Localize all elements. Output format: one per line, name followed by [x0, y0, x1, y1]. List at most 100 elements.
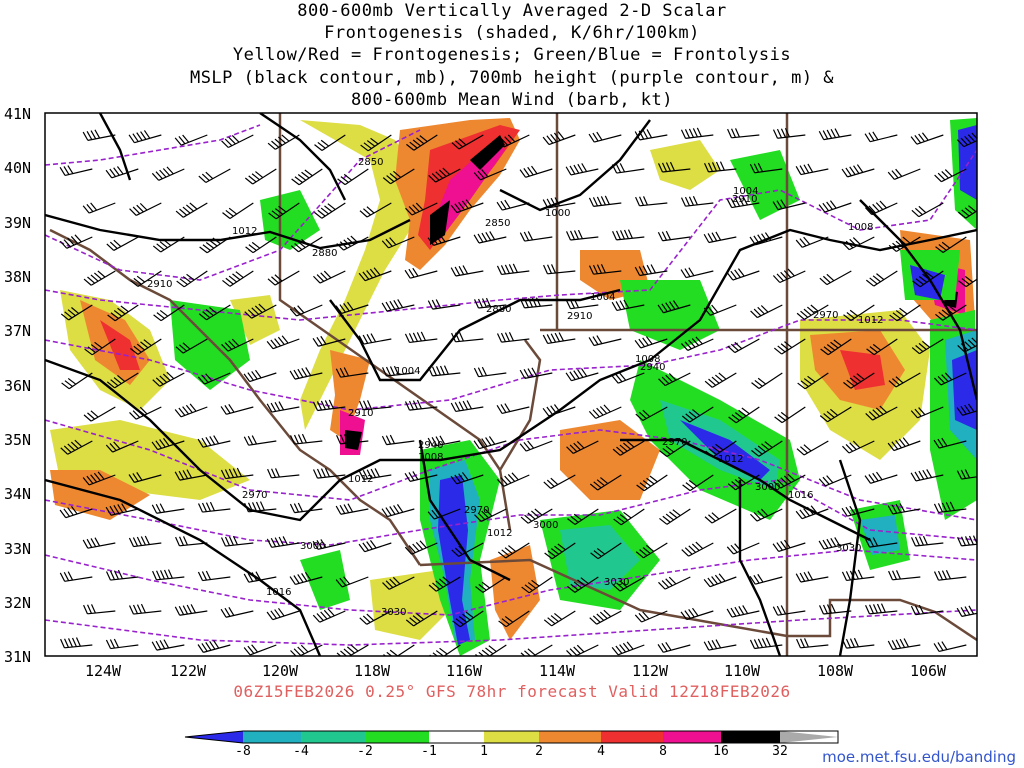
legend-swatch: [301, 731, 365, 743]
wind-barb: [312, 467, 346, 479]
latitude-axis: 41N 40N 39N 38N 37N 36N 35N 34N 33N 32N …: [4, 105, 31, 666]
wind-barb: [105, 166, 139, 179]
wind-barb: [820, 338, 852, 356]
wind-barb: [450, 472, 484, 485]
mslp-label: 1012: [487, 528, 512, 539]
wind-barb: [865, 603, 898, 615]
wind-barb: [520, 508, 553, 524]
wind-barb: [864, 537, 898, 548]
wind-barb: [197, 639, 231, 653]
wind-barb: [222, 270, 254, 287]
wind-barb: [268, 202, 300, 220]
legend-label: 8: [659, 744, 667, 759]
wind-barb: [496, 403, 530, 415]
wind-barb: [797, 372, 829, 390]
wind-barb: [358, 540, 392, 553]
wind-barb: [818, 200, 852, 213]
wind-barb: [774, 406, 806, 424]
wind-barb: [266, 607, 300, 621]
lon-tick-label: 118W: [354, 662, 391, 680]
wind-barb: [60, 304, 93, 321]
legend-label: 32: [772, 744, 788, 759]
wind-barb: [726, 605, 760, 618]
wind-barb: [681, 541, 714, 557]
wind-barb: [750, 508, 783, 522]
mslp-label: 1004: [395, 366, 420, 377]
wind-barb: [657, 641, 691, 653]
title-line-2: Frontogenesis (shaded, K/6hr/100km): [324, 23, 700, 43]
wind-barb: [243, 435, 277, 446]
wind-barb: [84, 338, 116, 356]
wind-barb: [314, 134, 346, 151]
height-label: 2910: [348, 408, 373, 419]
wind-barb: [107, 304, 139, 322]
wind-barb: [151, 166, 185, 181]
mslp-label: 1012: [858, 315, 883, 326]
mslp-label: 1016: [788, 490, 813, 501]
wind-barb: [588, 263, 622, 275]
wind-barb: [635, 542, 668, 559]
height-label: 2910: [732, 194, 757, 205]
wind-barb: [267, 134, 300, 150]
wind-barb: [611, 641, 645, 656]
mslp-label: 1016: [266, 587, 291, 598]
wind-barb: [221, 134, 254, 149]
wind-barb: [60, 439, 93, 455]
wind-barb: [750, 304, 783, 319]
wind-barb: [198, 168, 231, 184]
mslp-label: 1008: [848, 222, 873, 233]
wind-barb: [406, 134, 438, 151]
wind-barb: [704, 508, 737, 524]
wind-barb: [290, 644, 323, 656]
wind-barb: [911, 338, 944, 355]
wind-barb: [289, 367, 323, 380]
state-borders: [49, 113, 977, 656]
wind-barb: [887, 638, 921, 651]
wind-barb: [565, 163, 599, 176]
wind-barb: [889, 304, 921, 322]
wind-barb: [680, 195, 714, 207]
wind-barb: [61, 372, 93, 390]
wind-barb: [841, 569, 875, 582]
height-label: 2880: [486, 304, 511, 315]
wind-barb: [474, 508, 507, 522]
wind-barb: [728, 406, 760, 424]
wind-barb: [842, 236, 875, 251]
wind-barb: [726, 196, 760, 209]
wind-barb: [635, 196, 668, 207]
wind-barb: [381, 236, 415, 249]
wind-barb: [336, 644, 369, 656]
wind-barb: [520, 297, 553, 309]
wind-barb: [128, 130, 162, 144]
lat-tick-label: 34N: [4, 485, 31, 503]
height-label: 3030: [381, 607, 406, 618]
wind-barb: [866, 338, 898, 356]
legend-label: 2: [535, 744, 543, 759]
wind-barb: [703, 639, 737, 651]
wind-barb: [174, 134, 208, 146]
wind-barb: [358, 468, 392, 480]
mslp-label: 1004: [733, 186, 758, 197]
wind-barb: [772, 605, 806, 616]
wind-barb: [59, 165, 93, 177]
wind-barb: [751, 440, 783, 457]
wind-barb: [659, 508, 691, 525]
legend-label: 1: [480, 744, 488, 759]
wind-barb: [956, 403, 977, 416]
wind-barb: [130, 338, 162, 355]
wind-barb: [589, 474, 622, 491]
mslp-label: 1000: [545, 208, 570, 219]
wind-barb: [175, 338, 208, 354]
height-label: 2970: [813, 310, 838, 321]
wind-barb: [314, 202, 346, 219]
wind-barb: [634, 336, 668, 349]
legend-label: -1: [421, 744, 437, 759]
lon-tick-label: 108W: [817, 662, 854, 680]
wind-barb: [197, 435, 231, 448]
wind-barb: [749, 637, 783, 650]
wind-barb: [681, 406, 714, 423]
wind-barb: [749, 162, 783, 174]
wind-barb: [933, 437, 967, 449]
wind-barb: [956, 469, 977, 480]
wind-barb: [59, 234, 93, 249]
